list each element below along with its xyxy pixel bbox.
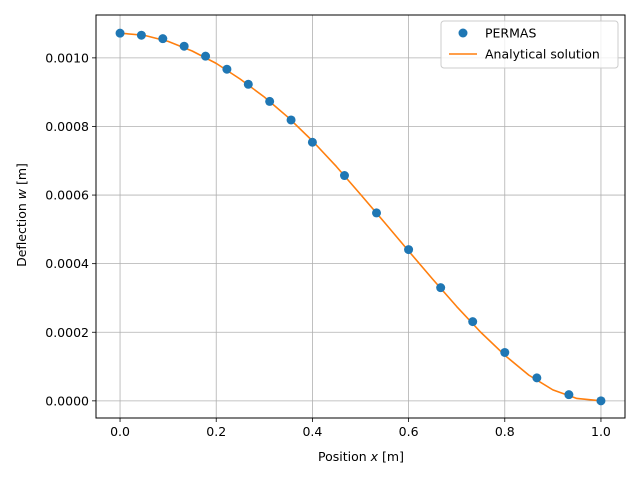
legend-label-analytical-solution: Analytical solution <box>485 47 600 62</box>
series-point-permas <box>286 115 296 125</box>
y-tick-label: 0.0000 <box>45 393 89 408</box>
y-tick-label: 0.0010 <box>45 50 89 65</box>
y-tick-label: 0.0002 <box>45 325 89 340</box>
x-axis-label-prefix: Position <box>318 449 371 464</box>
line-series-layer <box>119 32 602 402</box>
legend-label-permas: PERMAS <box>485 26 536 41</box>
series-point-permas <box>179 41 189 51</box>
series-point-permas <box>564 390 574 400</box>
series-point-permas <box>115 28 125 38</box>
series-point-permas <box>158 34 168 44</box>
y-axis: 0.0000 0.0002 0.0004 0.0006 0.0008 0.0010 <box>45 50 96 408</box>
series-point-permas <box>404 245 414 255</box>
y-axis-label: Deflection w [m] <box>14 163 29 267</box>
y-axis-label-unit: [m] <box>14 163 29 189</box>
scatter-series-layer <box>115 28 606 406</box>
y-tick-label: 0.0006 <box>45 188 89 203</box>
series-point-permas <box>243 79 253 89</box>
y-tick-label: 0.0004 <box>45 256 89 271</box>
x-axis-label-unit: [m] <box>378 449 404 464</box>
legend-box <box>440 20 619 69</box>
x-tick-label: 0.4 <box>302 424 322 439</box>
series-point-permas <box>500 347 510 357</box>
legend: PERMAS Analytical solution <box>440 20 619 69</box>
series-point-permas <box>468 317 478 327</box>
x-tick-label: 1.0 <box>591 424 611 439</box>
x-axis: 0.0 0.2 0.4 0.6 0.8 1.0 <box>110 418 611 439</box>
plot-frame <box>95 14 626 419</box>
series-point-permas <box>339 171 349 181</box>
series-point-permas <box>372 208 382 218</box>
y-axis-label-variable: w <box>14 188 29 199</box>
x-tick-label: 0.6 <box>399 424 419 439</box>
series-point-permas <box>265 96 275 106</box>
x-tick-label: 0.2 <box>206 424 226 439</box>
series-point-permas <box>136 30 146 40</box>
x-axis-label-variable: x <box>370 449 379 464</box>
series-line-analytical-solution <box>119 32 602 402</box>
series-point-permas <box>436 283 446 293</box>
series-point-permas <box>532 373 542 383</box>
x-axis-label: Position x [m] <box>318 449 404 464</box>
x-tick-label: 0.8 <box>495 424 515 439</box>
series-point-permas <box>201 51 211 61</box>
series-point-permas <box>596 396 606 406</box>
series-point-permas <box>222 64 232 74</box>
y-tick-label: 0.0008 <box>45 119 89 134</box>
legend-marker-permas <box>458 28 468 38</box>
series-point-permas <box>307 137 317 147</box>
y-axis-label-prefix: Deflection <box>14 199 29 267</box>
x-tick-label: 0.0 <box>110 424 130 439</box>
